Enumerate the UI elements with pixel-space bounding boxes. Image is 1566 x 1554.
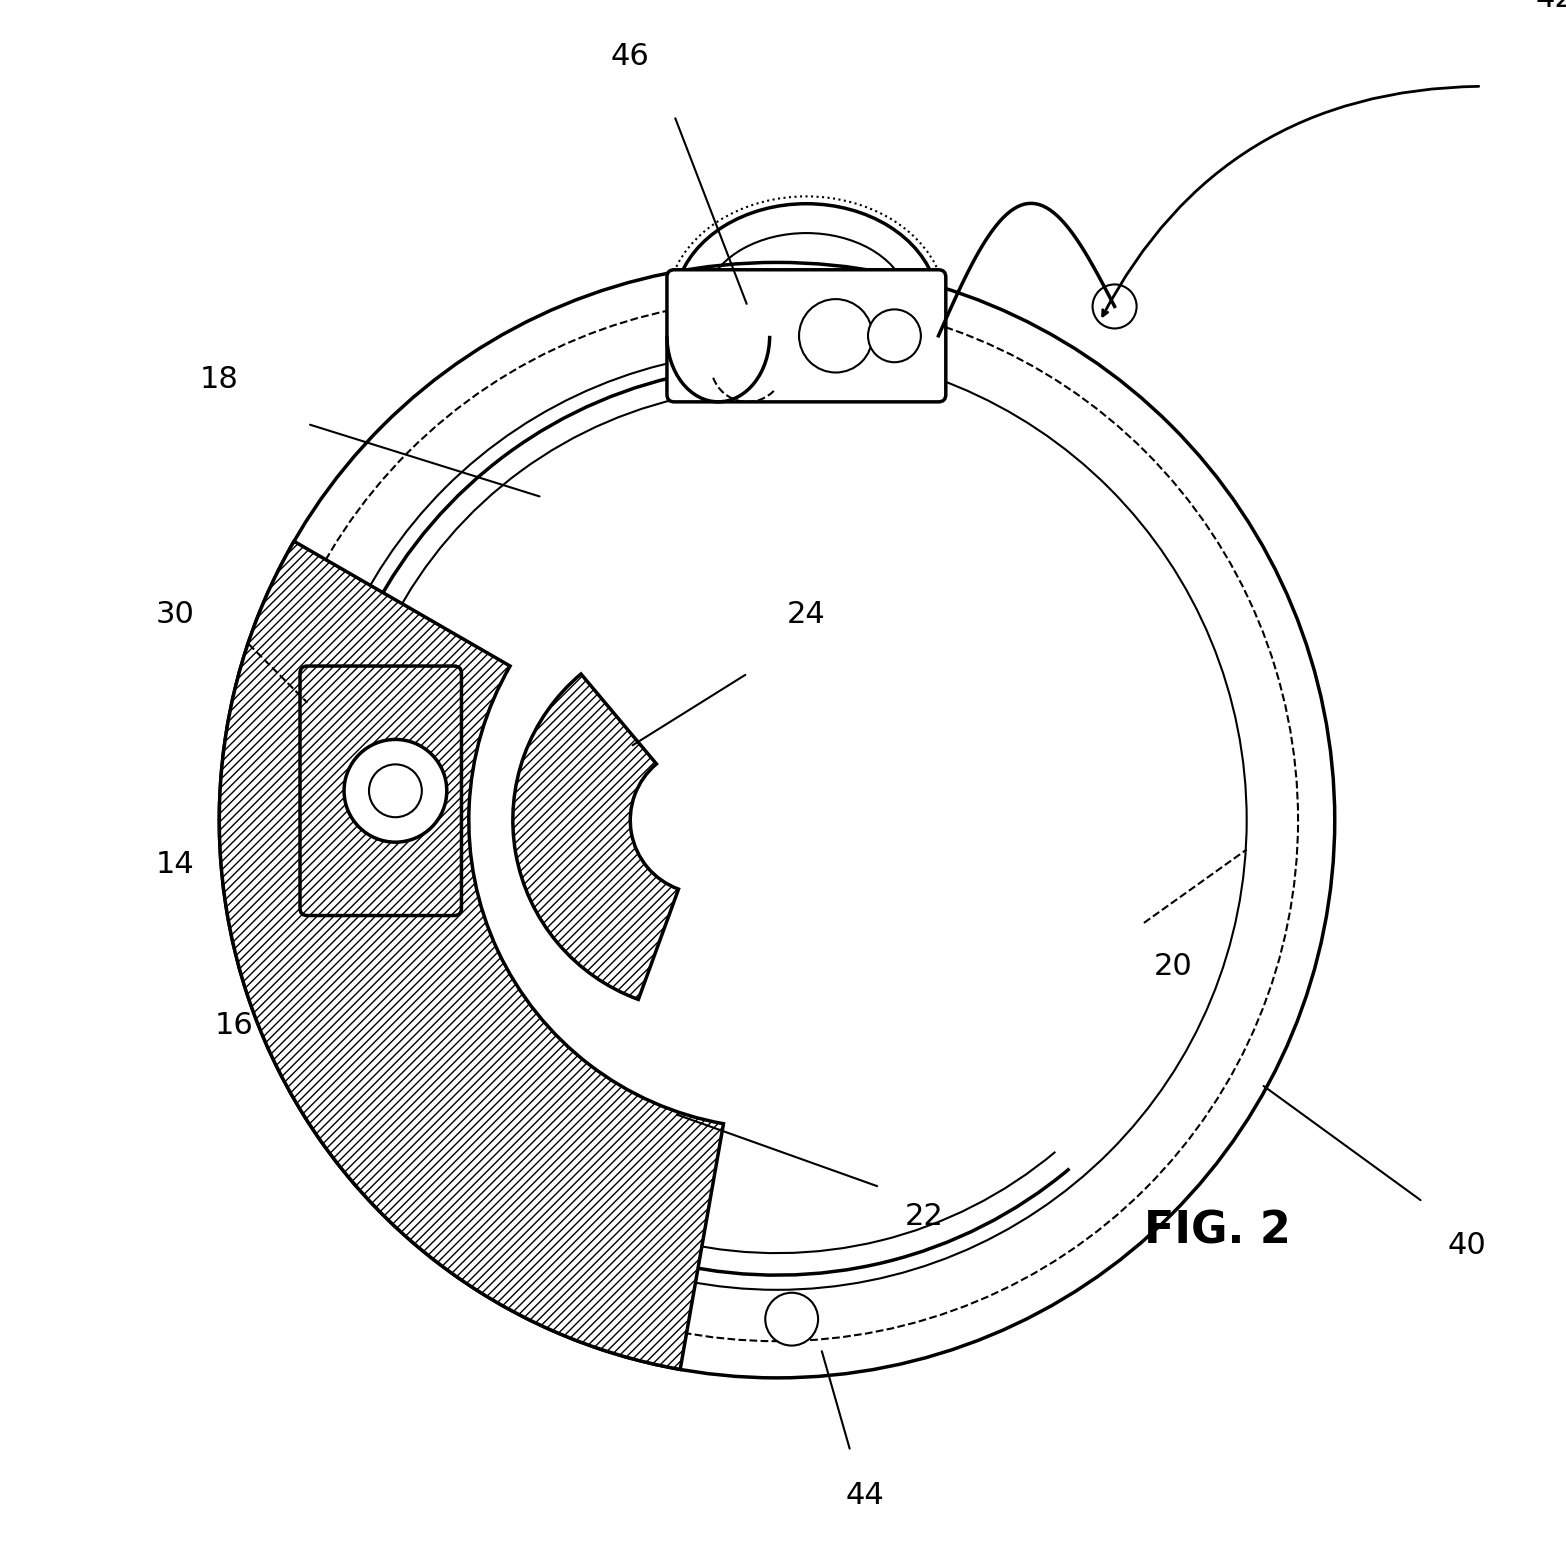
Circle shape bbox=[868, 309, 921, 362]
Circle shape bbox=[345, 740, 446, 842]
Text: 42: 42 bbox=[1536, 0, 1566, 12]
FancyBboxPatch shape bbox=[301, 667, 462, 915]
Circle shape bbox=[799, 298, 872, 373]
Circle shape bbox=[766, 1293, 817, 1346]
Text: FIG. 2: FIG. 2 bbox=[1143, 1209, 1290, 1253]
Text: 18: 18 bbox=[200, 365, 238, 395]
Text: 14: 14 bbox=[157, 850, 194, 878]
Text: 40: 40 bbox=[1447, 1231, 1486, 1260]
Wedge shape bbox=[512, 674, 678, 999]
FancyBboxPatch shape bbox=[667, 270, 946, 402]
Text: 44: 44 bbox=[846, 1481, 885, 1510]
Circle shape bbox=[1093, 284, 1137, 328]
Text: 22: 22 bbox=[905, 1201, 943, 1231]
Circle shape bbox=[370, 765, 421, 817]
Text: 30: 30 bbox=[157, 600, 194, 629]
Text: 20: 20 bbox=[1154, 953, 1193, 982]
Text: 46: 46 bbox=[611, 42, 650, 71]
Text: 16: 16 bbox=[215, 1012, 254, 1040]
Wedge shape bbox=[219, 541, 723, 1369]
Text: 24: 24 bbox=[788, 600, 825, 629]
